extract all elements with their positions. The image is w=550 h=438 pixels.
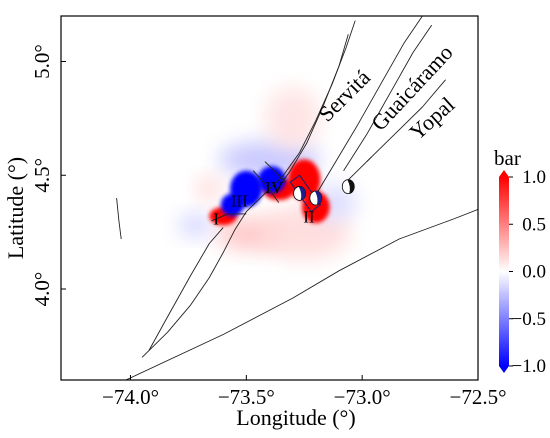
- x-tick-label: −72.5°: [450, 385, 507, 409]
- fault-trace-yopal-2: [347, 156, 372, 181]
- plot-frame: [60, 15, 479, 381]
- focal-mechanism-beachball: [341, 179, 355, 195]
- y-tick-label: 4.0°: [30, 272, 54, 307]
- colorbar-min-extension: [499, 366, 509, 373]
- x-axis-label: Longitude (°): [236, 405, 355, 430]
- fault-trace-main-trend: [116, 197, 122, 240]
- fault-trace-local-2: [264, 161, 287, 183]
- x-tick-label: −74.0°: [102, 385, 159, 409]
- colorbar-tick-label: 0.5: [522, 214, 546, 235]
- fault-trace-local-3: [211, 213, 247, 222]
- fault-trace-servita: [273, 34, 349, 194]
- fault-trace-local-1: [252, 170, 280, 203]
- zone-label: IV: [265, 178, 284, 197]
- colorbar-max-extension: [499, 170, 509, 177]
- focal-mechanism-beachball: [309, 190, 323, 206]
- x-tick-label: −73.0°: [334, 385, 391, 409]
- x-axis-ticks: −74.0° −73.5° −73.0° −72.5°: [102, 375, 507, 409]
- colorbar-gradient: [499, 177, 509, 366]
- rupture-plane-outline: [289, 174, 322, 213]
- y-tick-label: 4.5°: [30, 158, 54, 193]
- x-tick-label: −73.5°: [218, 385, 275, 409]
- fault-trace-yopal: [366, 79, 446, 162]
- zone-label: I: [213, 210, 219, 229]
- zone-label: III: [231, 191, 248, 210]
- colorbar-title: bar: [494, 146, 521, 170]
- y-tick-label: 5.0°: [30, 44, 54, 79]
- y-axis-label: Latitude (°): [3, 157, 28, 259]
- stress-lobe-positive: [197, 177, 221, 201]
- stress-lobe-positive: [264, 86, 321, 151]
- fault-trace-guaicaramo-2: [343, 24, 433, 171]
- colorbar: bar 1.0 0.5 0.0 −0.5 −1.0: [494, 146, 546, 377]
- fault-trace-east-lineament: [125, 208, 478, 380]
- colorbar-tick-label: −1.0: [512, 356, 546, 377]
- colorbar-tick-label: 0.0: [522, 262, 546, 283]
- fault-trace-guaicaramo: [310, 16, 423, 203]
- stress-lobe-negative: [179, 213, 212, 237]
- zone-label: II: [303, 207, 315, 226]
- fault-trace-southern: [148, 227, 224, 351]
- stress-lobe-positive: [301, 191, 330, 224]
- colorbar-ticks: 1.0 0.5 0.0 −0.5 −1.0: [509, 167, 546, 377]
- y-axis-ticks: 4.0° 4.5° 5.0°: [30, 44, 66, 306]
- colorbar-tick-label: −0.5: [512, 309, 546, 330]
- stress-lobe-negative: [220, 193, 245, 217]
- focal-mechanism-beachball: [293, 186, 307, 201]
- fault-traces-layer: [116, 16, 478, 380]
- colorbar-tick-label: 1.0: [522, 167, 546, 188]
